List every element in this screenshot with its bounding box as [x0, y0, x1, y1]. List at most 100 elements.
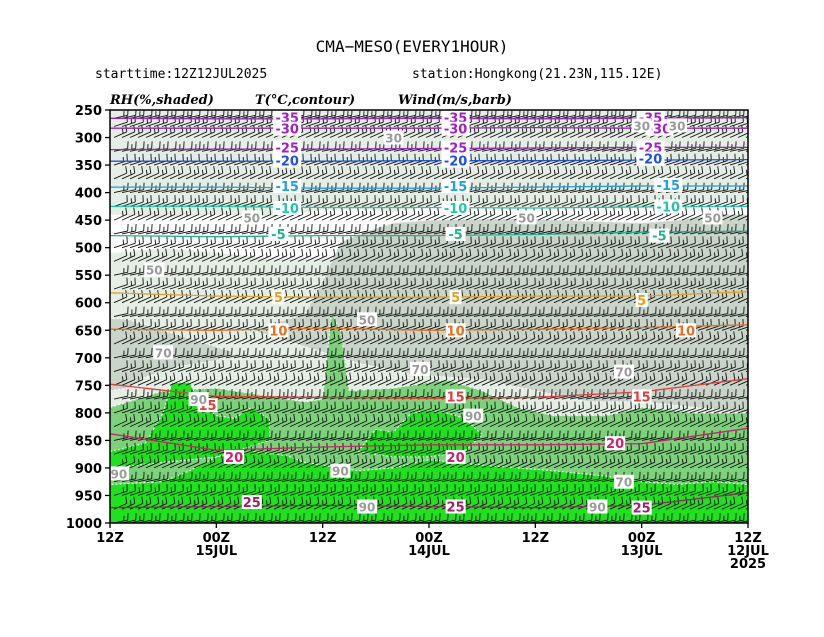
wind-barb-feather	[750, 208, 751, 215]
wind-barb-shaft	[185, 121, 200, 127]
wind-barb-shaft	[553, 114, 568, 119]
wind-barb-shaft	[601, 131, 615, 138]
wind-barb-shaft	[369, 114, 384, 119]
wind-barb-shaft	[537, 114, 552, 119]
wind-barb-shaft	[137, 121, 152, 127]
wind-barb-shaft	[201, 121, 216, 127]
wind-barb-shaft	[689, 131, 703, 138]
wind-barb-shaft	[201, 131, 215, 138]
wind-barb-shaft	[129, 131, 143, 138]
wind-barb-shaft	[361, 121, 376, 127]
wind-barb	[513, 124, 528, 138]
wind-barb	[233, 110, 249, 119]
wind-barb-shaft	[705, 121, 720, 127]
wind-barb-shaft	[585, 114, 600, 119]
wind-barb-shaft	[569, 121, 584, 127]
wind-barb	[337, 110, 353, 119]
wind-barb-shaft	[617, 131, 631, 138]
wind-barb-shaft	[321, 131, 335, 138]
wind-barb-shaft	[337, 114, 352, 119]
wind-barb-shaft	[513, 147, 528, 152]
wind-barb	[513, 141, 529, 152]
wind-barb-shaft	[361, 114, 376, 119]
wind-barb-shaft	[553, 147, 568, 152]
wind-barb-shaft	[361, 131, 375, 138]
wind-barb-shaft	[681, 147, 696, 152]
wind-barb-shaft	[313, 131, 327, 138]
wind-barb-shaft	[321, 114, 336, 119]
wind-barb	[521, 110, 537, 119]
wind-barb-feather	[750, 125, 751, 132]
wind-barb-shaft	[193, 131, 207, 138]
wind-barb-shaft	[329, 114, 344, 119]
wind-barb-shaft	[473, 131, 487, 138]
wind-barb-shaft	[353, 121, 368, 127]
wind-barb-shaft	[593, 131, 607, 138]
wind-barb-shaft	[145, 121, 160, 127]
wind-barb-feather	[533, 124, 536, 132]
wind-barb-shaft	[329, 121, 344, 127]
wind-barb-shaft	[729, 147, 744, 152]
wind-barb-shaft	[425, 131, 439, 138]
wind-barb-shaft	[217, 121, 232, 127]
wind-barb-shaft	[425, 121, 440, 127]
wind-barb	[353, 110, 369, 119]
wind-barb-half-feather	[121, 128, 124, 134]
wind-barb-shaft	[545, 131, 559, 138]
wind-barb-shaft	[345, 131, 359, 138]
wind-barb-half-feather	[521, 128, 524, 134]
rh-legend-label: RH(%,shaded)	[109, 93, 214, 108]
wind-barb-half-feather	[361, 128, 364, 134]
wind-barb-shaft	[673, 147, 688, 152]
wind-barb-shaft	[537, 147, 552, 152]
wind-barb-feather	[758, 125, 759, 132]
wind-barb-shaft	[225, 121, 240, 127]
wind-barb-shaft	[569, 131, 583, 138]
wind-barb-shaft	[569, 147, 584, 152]
wind-barb	[497, 110, 513, 119]
wind-barb-shaft	[337, 131, 351, 138]
wind-barb-shaft	[209, 131, 223, 138]
wind-barb-feather	[517, 124, 520, 132]
wind-barb	[521, 141, 537, 152]
wind-barb-shaft	[609, 121, 624, 127]
wind-barb-half-feather	[489, 128, 492, 134]
wind-barb-shaft	[257, 131, 271, 138]
wind-barb-half-feather	[225, 128, 228, 134]
wind-barb-shaft	[153, 114, 168, 119]
wind-barb	[601, 110, 617, 119]
wind-barb	[393, 110, 409, 119]
wind-barb-shaft	[113, 131, 127, 138]
wind-barb-shaft	[177, 121, 192, 127]
wind-barb-half-feather	[593, 128, 596, 134]
wind-barb	[537, 141, 553, 152]
wind-barb-shaft	[185, 131, 199, 138]
wind-barb-shaft	[529, 114, 544, 119]
wind-barb-shaft	[241, 114, 256, 119]
wind-barb-shaft	[697, 131, 711, 138]
wind-barb	[529, 110, 545, 119]
wind-barb-shaft	[705, 131, 719, 138]
wind-barb-shaft	[241, 131, 255, 138]
wind-barb-shaft	[145, 131, 159, 138]
wind-barb	[369, 110, 385, 119]
wind-barb-shaft	[521, 121, 536, 127]
wind-barb-shaft	[321, 121, 336, 127]
wind-barb-shaft	[601, 147, 616, 152]
wind-barb-shaft	[353, 131, 367, 138]
wind-barb-half-feather	[473, 128, 476, 134]
wind-barb-shaft	[497, 131, 511, 138]
wind-barb	[153, 110, 169, 119]
wind-barb-shaft	[521, 114, 536, 119]
wind-barb-shaft	[737, 122, 748, 127]
wind-barb-half-feather	[433, 128, 436, 134]
wind-barb-shaft	[721, 147, 736, 152]
wind-barb-shaft	[385, 121, 400, 127]
wind-barb-shaft	[713, 147, 728, 152]
wind-barb-shaft	[129, 121, 144, 127]
wind-barb-shaft	[161, 131, 175, 138]
wind-barb-shaft	[737, 148, 748, 152]
wind-barb-feather	[541, 124, 544, 132]
wind-barb	[521, 124, 536, 138]
wind-barb-half-feather	[153, 128, 156, 134]
